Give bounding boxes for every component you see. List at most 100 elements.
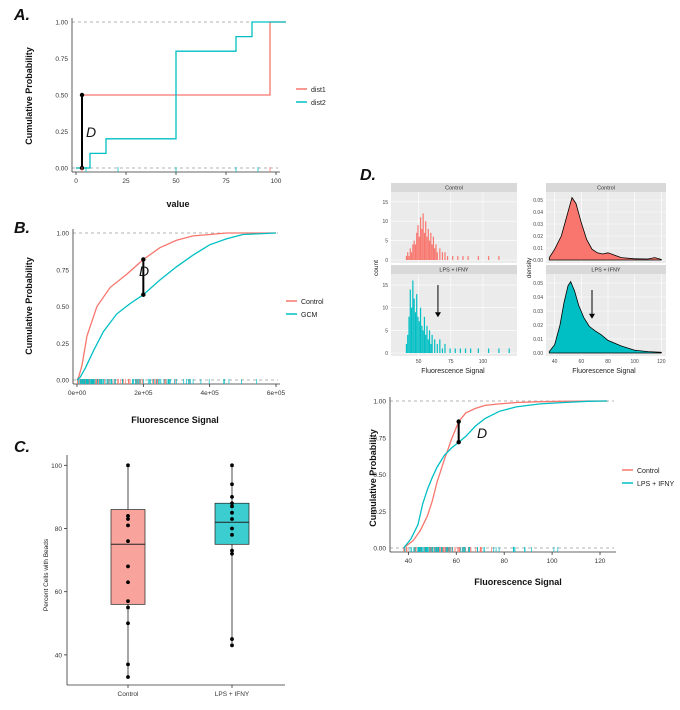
panel-a-d-point — [79, 92, 85, 98]
panel-d-dens-facet-0-strip-label: Control — [597, 186, 615, 192]
panel-d-hist-bar — [416, 294, 418, 353]
panel-d-hist-bar — [414, 312, 417, 353]
panel-d-hist-bar — [412, 280, 414, 353]
panel-d-hist-bar — [434, 339, 436, 353]
panel-d-legend-control: Control — [637, 468, 660, 475]
panel-d-hist-bar — [432, 236, 435, 260]
panel-c-point — [230, 517, 234, 521]
panel-b-xtick-label: 6e+05 — [267, 390, 286, 397]
panel-d-legend-lps: LPS + IFNY — [637, 481, 674, 488]
panel-d-hist-bar — [413, 298, 415, 353]
panel-b: 0.00 0.25 0.50 0.75 1.00 0e+00 2e+05 4e+05 6e+05… — [24, 229, 324, 425]
panel-a-ytick-label: 0.50 — [55, 93, 68, 100]
panel-b-letter: B. — [14, 220, 30, 237]
panel-d-hist-bar — [405, 256, 408, 260]
panel-d-hist-bar — [444, 343, 446, 353]
panel-b-ylabel: Cumulative Probability — [24, 257, 34, 355]
panel-d-hist-bar — [441, 252, 443, 260]
panel-d-ytick-label: 0.50 — [373, 472, 386, 479]
panel-d-hist-ylabel: count — [373, 260, 380, 276]
panel-d-hist-ytick-label: 5 — [385, 239, 388, 245]
panel-d-hist-bar — [459, 348, 461, 353]
panel-d-ytick-label: 0.25 — [373, 509, 386, 516]
panel-a-xtick-label: 50 — [172, 178, 180, 185]
panel-a-ytick-label: 0.75 — [55, 56, 68, 63]
panel-d: Control 0 5 10 15 Control 0.00 0.01 0.02 0.03 0.04… — [368, 183, 674, 587]
panel-c-ylabel: Percent Cells with Beads — [43, 538, 50, 611]
panel-a-xtick-label: 0 — [74, 178, 78, 185]
panel-d-series-control — [403, 400, 608, 549]
panel-c-point — [126, 463, 130, 468]
panel-d-xlabel: Fluorescence Signal — [474, 577, 562, 587]
panel-d-dens-ytick-label: 0.02 — [533, 234, 543, 240]
panel-d-xtick-label: 60 — [453, 558, 461, 565]
panel-d-hist-bar — [428, 330, 431, 353]
panel-d-hist-bar — [462, 256, 464, 260]
panel-b-xtick-label: 4e+05 — [201, 390, 220, 397]
panel-d-dens-ytick-label: 0.02 — [533, 323, 543, 329]
panel-d-letter: D. — [360, 167, 376, 184]
panel-d-hist-facet-0-strip — [391, 183, 517, 192]
panel-a-xtick-label: 75 — [222, 178, 230, 185]
panel-d-dens-ytick-label: 0.05 — [533, 198, 543, 204]
panel-b-xlabel: Fluorescence Signal — [131, 415, 219, 425]
panel-b-ytick-label: 0.25 — [56, 341, 69, 348]
panel-d-hist-bar — [425, 334, 427, 353]
panel-d-hist-bar — [407, 334, 409, 353]
panel-d-density-control — [548, 196, 662, 261]
panel-d-ytick-label: 0.75 — [373, 435, 386, 442]
panel-d-hist-bar — [427, 339, 429, 353]
panel-b-ytick-label: 0.00 — [56, 378, 69, 385]
panel-d-hist-bar — [419, 307, 422, 353]
panel-d-hist-bar — [426, 325, 428, 353]
panel-d-hist-bar — [417, 225, 419, 260]
panel-c-point — [126, 564, 130, 569]
panel-d-hist-bar — [430, 232, 432, 260]
panel-c-ytick-label: 100 — [51, 463, 62, 470]
panel-d-hist-bar — [436, 343, 438, 353]
panel-d-hist-bar — [423, 316, 426, 353]
panel-b-legend: Control GCM — [286, 299, 324, 319]
panel-c-xtick-label: Control — [118, 691, 140, 698]
panel-d-hist-bar — [508, 348, 510, 353]
panel-c-point — [230, 463, 234, 468]
panel-c-point — [230, 532, 234, 537]
panel-c-point — [126, 662, 130, 667]
panel-b-d-label: D — [139, 263, 149, 279]
panel-d-hist-bar — [436, 252, 438, 260]
panel-d-hist-facet-0-panel-bg — [391, 192, 517, 263]
panel-d-hist-bar — [431, 244, 433, 260]
panel-c-point — [126, 675, 130, 679]
panel-d-dens-ylabel: density — [526, 257, 533, 278]
panel-d-hist-bar — [413, 240, 415, 260]
panel-d-dens-facet-0-strip — [546, 183, 666, 192]
panel-c-point — [230, 501, 234, 506]
panel-c-point — [126, 605, 130, 610]
panel-c-point — [126, 580, 130, 585]
panel-d-hist-bar — [488, 348, 490, 353]
panel-d-hist-bar — [439, 248, 441, 260]
panel-d-hist-bar — [410, 252, 413, 260]
panel-c-point — [230, 551, 234, 556]
panel-d-hist-bar — [439, 339, 441, 353]
panel-d-dens-ytick-label: 0.04 — [533, 295, 543, 301]
panel-d-hist-facet-0-strip-label: Control — [445, 186, 463, 192]
panel-c-point — [126, 621, 130, 626]
panel-d-dens-xtick-label: 60 — [579, 359, 585, 365]
panel-b-xtick-label: 0e+00 — [68, 390, 87, 397]
panel-d-hist-xtick-label: 50 — [416, 359, 422, 365]
panel-c-point — [230, 637, 234, 641]
panel-d-hist-bar — [488, 256, 490, 260]
panel-d-hist-bar — [422, 213, 424, 260]
panel-d-hist-ytick-label: 0 — [385, 258, 388, 264]
panel-d-xtick-label: 120 — [595, 558, 606, 565]
panel-c-point — [126, 513, 130, 518]
panel-b-ytick-label: 0.75 — [56, 267, 69, 274]
panel-c-point — [126, 517, 130, 521]
panel-d-hist-bar — [412, 244, 414, 260]
panel-d-hist-ytick-label: 0 — [385, 351, 388, 357]
panel-d-hist-xlabel: Fluorescence Signal — [421, 368, 485, 375]
panel-d-d-point — [456, 439, 461, 445]
panel-d-hist-bar — [444, 252, 446, 260]
panel-d-dens-ytick-label: 0.03 — [533, 309, 543, 315]
